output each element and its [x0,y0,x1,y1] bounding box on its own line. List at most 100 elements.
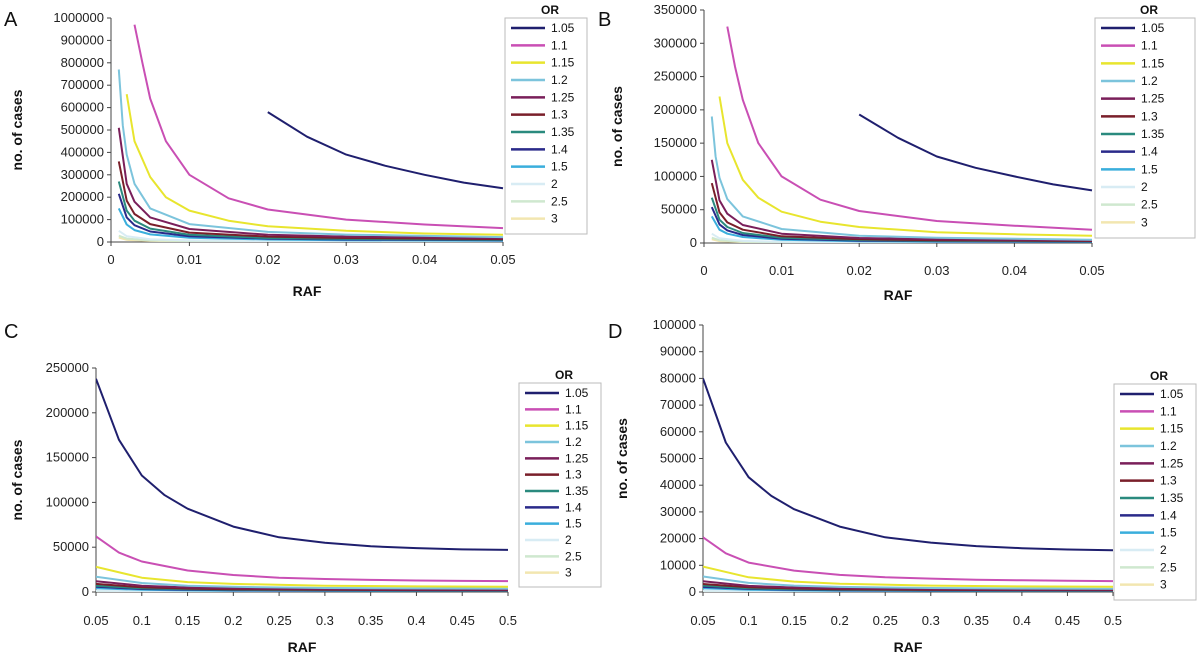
x-tick-label: 0.3 [922,613,940,628]
legend-label: 1.05 [551,21,575,35]
legend-label: 1.5 [551,160,568,174]
panel-letter: D [608,321,622,343]
y-axis-title: no. of cases [9,439,25,520]
x-axis-title: RAF [884,287,913,303]
y-tick-label: 150000 [46,450,89,465]
legend-label: 1.1 [1160,404,1177,418]
y-tick-label: 100000 [654,168,697,183]
y-tick-label: 30000 [660,504,696,519]
panel-letter: B [598,9,611,31]
legend-label: 1.3 [565,468,582,482]
y-tick-label: 100000 [61,212,104,227]
y-tick-label: 400000 [61,144,104,159]
x-tick-label: 0.4 [407,613,425,628]
y-tick-label: 350000 [654,2,697,17]
legend-label: 1.3 [1160,474,1177,488]
x-tick-label: 0.03 [924,263,949,278]
x-tick-label: 0.25 [873,613,898,628]
y-tick-label: 90000 [660,344,696,359]
y-tick-label: 700000 [61,77,104,92]
legend-label: 1.4 [551,142,568,156]
legend-label: 1.4 [1160,508,1177,522]
x-tick-label: 0.05 [83,613,108,628]
legend-label: 1.25 [1160,456,1184,470]
legend-label: 1.4 [1141,145,1158,159]
legend-label: 2 [1141,180,1148,194]
y-tick-label: 200000 [61,189,104,204]
legend-label: 1.35 [565,484,589,498]
x-axis-title: RAF [288,639,317,655]
legend-label: 1.5 [1141,162,1158,176]
y-tick-label: 300000 [61,167,104,182]
x-tick-label: 0.15 [175,613,200,628]
legend-label: 1.2 [565,435,582,449]
legend-label: 1.25 [565,451,589,465]
y-tick-label: 50000 [53,539,89,554]
x-tick-label: 0.03 [334,252,359,267]
legend-label: 1.2 [551,73,568,87]
y-tick-label: 100000 [46,494,89,509]
legend-label: 1.1 [565,402,582,416]
y-tick-label: 150000 [654,135,697,150]
legend-label: 2.5 [565,549,582,563]
y-tick-label: 600000 [61,100,104,115]
legend-label: 1.15 [551,56,575,70]
legend-label: 1.05 [1160,387,1184,401]
x-tick-label: 0.01 [769,263,794,278]
legend-label: 1.1 [551,38,568,52]
legend-label: 1.4 [565,500,582,514]
x-tick-label: 0.15 [781,613,806,628]
y-tick-label: 200000 [654,102,697,117]
panel-d: D010000200003000040000500006000070000800… [608,317,1196,655]
legend-label: 1.05 [1141,21,1165,35]
series-line-or-1-25 [712,160,1092,241]
series-line-or-1-3 [712,183,1092,241]
series-line-or-1-3 [119,161,503,239]
legend-label: 3 [1160,578,1167,592]
series-line-or-1-2 [119,70,503,238]
legend-label: 1.15 [565,419,589,433]
x-tick-label: 0.1 [133,613,151,628]
legend-title: OR [1150,369,1168,383]
y-tick-label: 80000 [660,370,696,385]
series-line-or-1-35 [119,182,503,240]
legend-title: OR [555,368,573,382]
x-tick-label: 0.02 [255,252,280,267]
y-tick-label: 50000 [660,451,696,466]
legend-label: 3 [565,566,572,580]
legend-label: 1.35 [1160,491,1184,505]
legend-label: 1.35 [1141,127,1165,141]
legend-label: 1.35 [551,125,575,139]
legend-label: 1.25 [551,90,575,104]
x-tick-label: 0.4 [1013,613,1031,628]
x-tick-label: 0.45 [1055,613,1080,628]
legend-label: 1.2 [1141,74,1158,88]
legend-label: 3 [551,212,558,226]
x-tick-label: 0.35 [358,613,383,628]
legend-label: 1.5 [565,517,582,531]
y-tick-label: 50000 [661,202,697,217]
legend-label: 1.15 [1141,56,1165,70]
x-axis-title: RAF [293,283,322,299]
x-tick-label: 0.05 [1079,263,1104,278]
legend-title: OR [1140,3,1158,17]
panel-a: A010000020000030000040000050000060000070… [4,3,587,299]
legend-label: 1.5 [1160,526,1177,540]
legend-label: 2 [1160,543,1167,557]
x-tick-label: 0 [700,263,707,278]
x-tick-label: 0.01 [177,252,202,267]
y-tick-label: 70000 [660,397,696,412]
legend-label: 3 [1141,215,1148,229]
legend-label: 2.5 [1141,198,1158,212]
y-tick-label: 1000000 [53,10,104,25]
series-line-or-1-1 [96,536,508,581]
y-tick-label: 250000 [46,360,89,375]
y-tick-label: 40000 [660,477,696,492]
legend-label: 1.3 [551,108,568,122]
y-tick-label: 100000 [653,317,696,332]
x-tick-label: 0.2 [224,613,242,628]
legend-label: 1.1 [1141,39,1158,53]
